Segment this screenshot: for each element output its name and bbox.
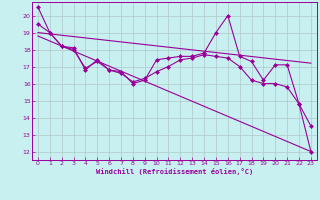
X-axis label: Windchill (Refroidissement éolien,°C): Windchill (Refroidissement éolien,°C) (96, 168, 253, 175)
